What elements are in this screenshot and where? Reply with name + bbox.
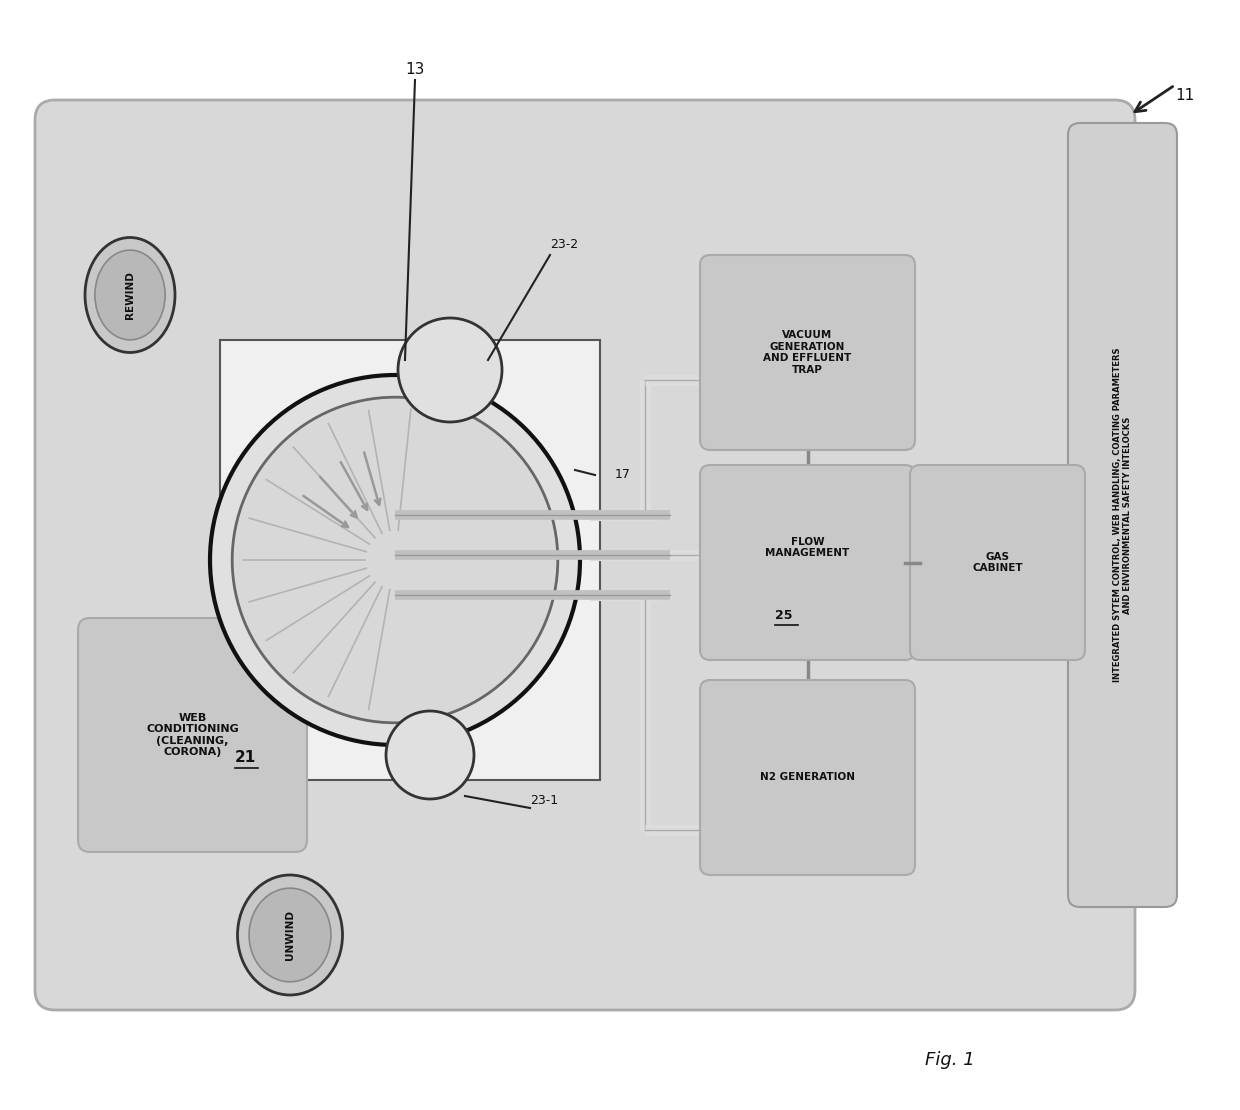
Text: INTEGRATED SYTEM CONTROL, WEB HANDLING, COATING PARAMETERS
AND ENVIRONMENTAL SAF: INTEGRATED SYTEM CONTROL, WEB HANDLING, … <box>1112 347 1132 683</box>
Text: 23-1: 23-1 <box>529 794 558 807</box>
FancyBboxPatch shape <box>910 465 1085 660</box>
Text: 11: 11 <box>1176 88 1194 102</box>
Ellipse shape <box>249 888 331 982</box>
Text: 21: 21 <box>236 750 257 765</box>
Circle shape <box>232 397 558 723</box>
FancyBboxPatch shape <box>701 255 915 450</box>
Text: 17: 17 <box>615 468 631 482</box>
Text: WEB
CONDITIONING
(CLEANING,
CORONA): WEB CONDITIONING (CLEANING, CORONA) <box>146 713 239 757</box>
FancyBboxPatch shape <box>701 465 915 660</box>
Text: REWIND: REWIND <box>125 271 135 319</box>
Text: VACUUM
GENERATION
AND EFFLUENT
TRAP: VACUUM GENERATION AND EFFLUENT TRAP <box>764 330 852 375</box>
Text: Fig. 1: Fig. 1 <box>925 1051 975 1069</box>
Ellipse shape <box>95 250 165 340</box>
FancyBboxPatch shape <box>78 618 308 852</box>
Text: UNWIND: UNWIND <box>285 910 295 960</box>
FancyBboxPatch shape <box>701 680 915 875</box>
Bar <box>219 340 600 780</box>
Ellipse shape <box>238 875 342 995</box>
Circle shape <box>398 317 502 422</box>
Text: 25: 25 <box>775 609 792 622</box>
Text: 13: 13 <box>405 62 424 78</box>
Ellipse shape <box>86 238 175 353</box>
Circle shape <box>386 712 474 799</box>
Text: 23-2: 23-2 <box>551 239 578 252</box>
Circle shape <box>210 375 580 745</box>
FancyBboxPatch shape <box>35 100 1135 1010</box>
FancyBboxPatch shape <box>1068 123 1177 907</box>
Text: FLOW
MANAGEMENT: FLOW MANAGEMENT <box>765 537 849 558</box>
Text: GAS
CABINET: GAS CABINET <box>972 552 1023 573</box>
Text: N2 GENERATION: N2 GENERATION <box>760 773 856 783</box>
